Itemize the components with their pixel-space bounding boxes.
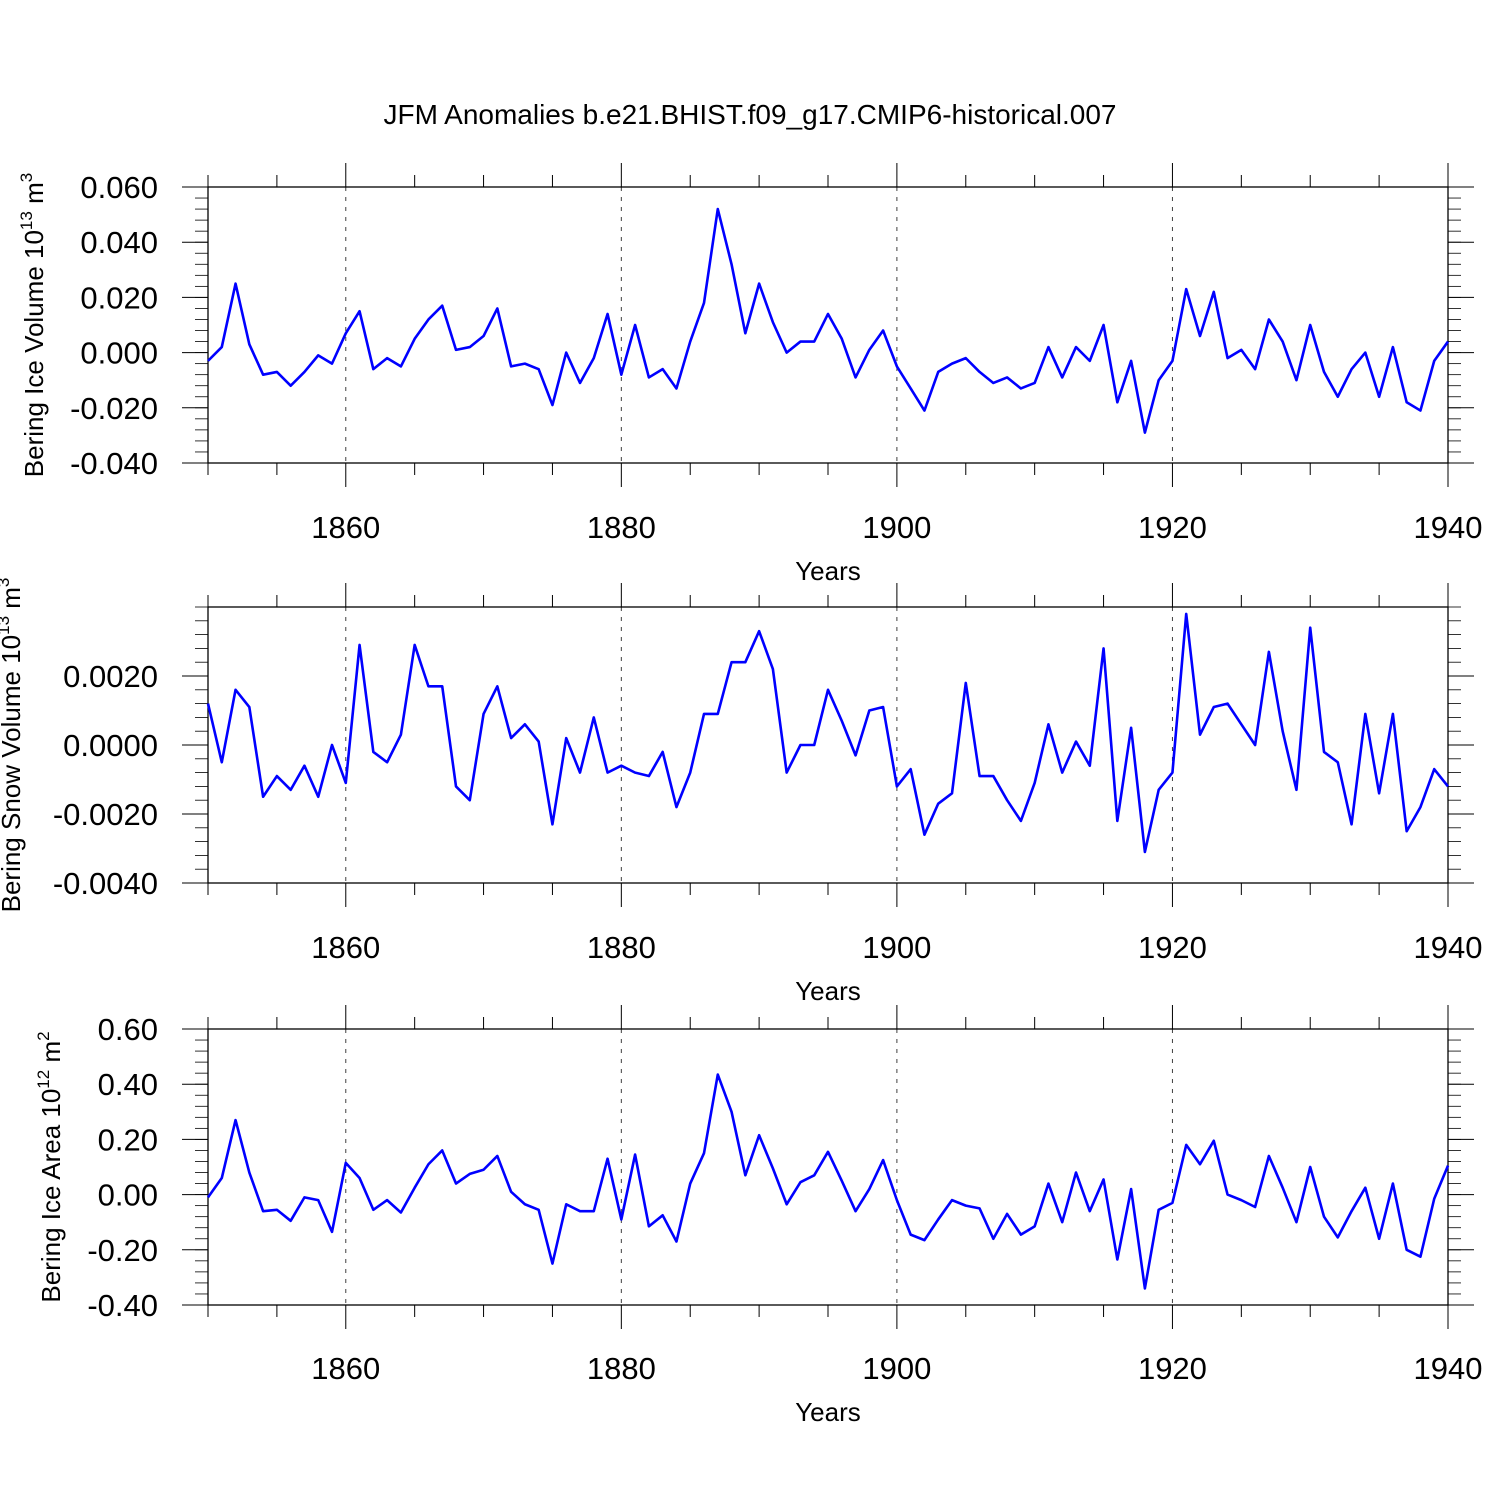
x-tick-label: 1900 <box>862 930 931 965</box>
y-tick-label: 0.0020 <box>63 659 158 694</box>
x-tick-label: 1940 <box>1414 510 1483 545</box>
x-tick-label: 1880 <box>587 510 656 545</box>
x-tick-label: 1920 <box>1138 930 1207 965</box>
panel-ice-area: -0.40 -0.20 0.00 0.20 0.40 0.60 1860 1880 1900 19… <box>34 1005 1482 1427</box>
figure-title: JFM Anomalies b.e21.BHIST.f09_g17.CMIP6-… <box>383 99 1116 130</box>
y-tick-label: 0.40 <box>98 1067 158 1102</box>
x-tick-label: 1860 <box>311 1351 380 1386</box>
y-axis-title-superscript: 3 <box>17 173 36 182</box>
y-axis-title-part: Bering Snow Volume 10 <box>0 635 26 913</box>
y-tick-label: 0.00 <box>98 1178 158 1213</box>
y-axis-title-superscript: 3 <box>0 578 13 587</box>
y-axis-title-superscript: 2 <box>34 1031 53 1040</box>
y-axis-title-part: Bering Ice Area 10 <box>36 1089 66 1303</box>
panel-snow-volume: -0.0040 -0.0020 0.0000 0.0020 1860 1880 1900 19… <box>0 578 1482 1006</box>
y-tick-label: -0.040 <box>70 446 158 481</box>
y-axis-title: Bering Ice Volume 1013 m3 <box>17 173 49 477</box>
y-tick-label: 0.20 <box>98 1122 158 1157</box>
y-axis-title-superscript: 13 <box>17 211 36 230</box>
y-tick-label: 0.60 <box>98 1012 158 1047</box>
x-tick-label: 1920 <box>1138 1351 1207 1386</box>
y-axis-title-part: m <box>19 182 49 211</box>
panel-ice-volume: -0.040 -0.020 0.000 0.020 0.040 0.060 1860 1880… <box>17 163 1482 586</box>
x-tick-label: 1900 <box>862 1351 931 1386</box>
x-tick-label: 1940 <box>1414 1351 1483 1386</box>
x-tick-label: 1920 <box>1138 510 1207 545</box>
y-tick-label: -0.020 <box>70 391 158 426</box>
x-tick-label: 1860 <box>311 930 380 965</box>
x-tick-label: 1900 <box>862 510 931 545</box>
y-axis-title-part: Bering Ice Volume 10 <box>19 230 49 477</box>
y-tick-label: 0.060 <box>80 170 158 205</box>
y-axis-title: Bering Snow Volume 1013 m3 <box>0 578 26 913</box>
x-tick-label: 1880 <box>587 930 656 965</box>
y-axis-title-part: m <box>0 587 26 616</box>
x-axis-title: Years <box>795 976 861 1006</box>
x-tick-label: 1880 <box>587 1351 656 1386</box>
y-tick-label: -0.0020 <box>53 797 158 832</box>
x-tick-label: 1940 <box>1414 930 1483 965</box>
x-axis-title: Years <box>795 556 861 586</box>
y-axis-title-superscript: 13 <box>0 616 13 635</box>
series-line-ice-area <box>206 1073 1450 1290</box>
y-axis-title-superscript: 12 <box>34 1070 53 1089</box>
y-axis-title: Bering Ice Area 1012 m2 <box>34 1031 66 1302</box>
x-axis-title: Years <box>795 1397 861 1427</box>
y-tick-label: 0.020 <box>80 280 158 315</box>
series-line-snow-volume <box>206 612 1450 854</box>
y-axis-title-part: m <box>36 1041 66 1070</box>
series-line-ice-volume <box>207 207 1450 434</box>
y-tick-label: 0.000 <box>80 336 158 371</box>
y-tick-label: -0.20 <box>87 1233 158 1268</box>
y-tick-label: -0.0040 <box>53 866 158 901</box>
y-tick-label: 0.040 <box>80 225 158 260</box>
x-tick-label: 1860 <box>311 510 380 545</box>
y-tick-label: 0.0000 <box>63 728 158 763</box>
y-tick-label: -0.40 <box>87 1288 158 1323</box>
